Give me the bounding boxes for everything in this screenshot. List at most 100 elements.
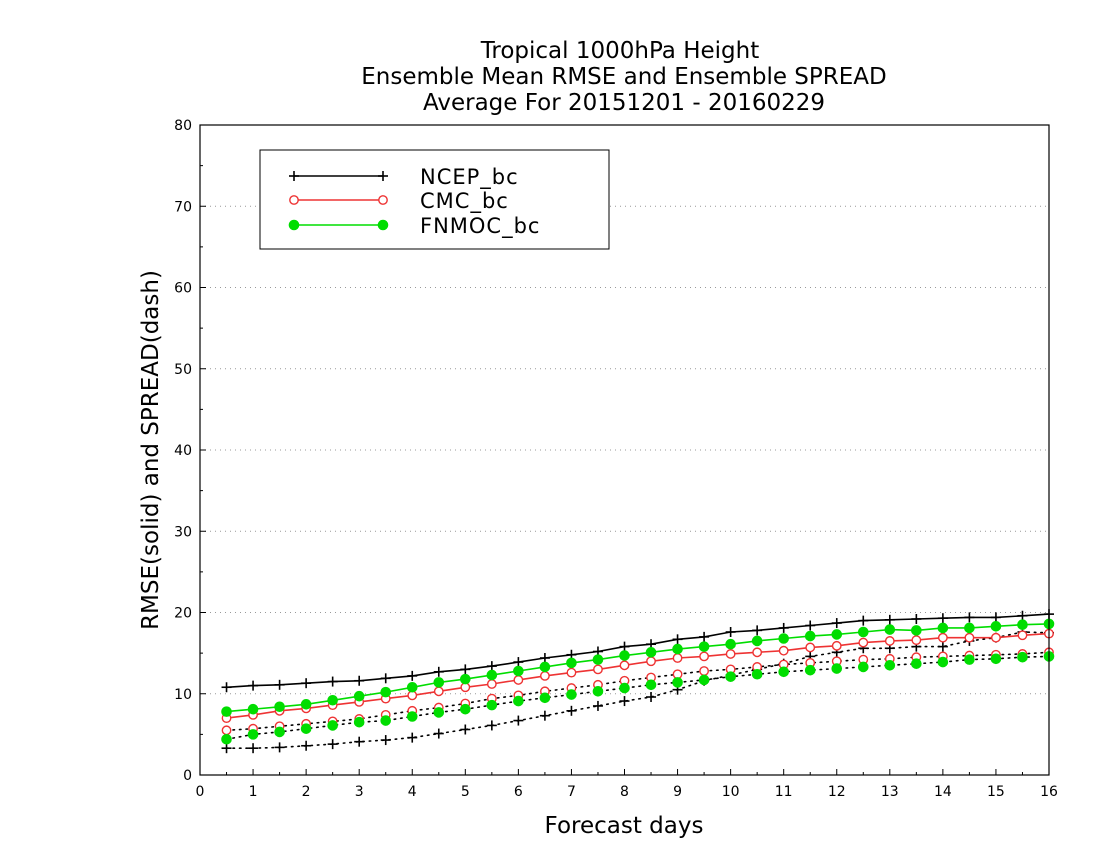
fnmoc-bc-spread-point	[592, 686, 604, 697]
fnmoc-bc-rmse-point	[804, 630, 816, 642]
ncep-bc-rmse-point	[380, 673, 391, 684]
y-tick-label: 60	[174, 281, 192, 297]
cmc-bc-rmse-point	[778, 645, 789, 656]
cmc-bc-rmse-point	[619, 660, 630, 671]
ncep-bc-rmse-point	[964, 612, 975, 623]
ncep-bc-rmse-point	[858, 615, 869, 626]
ncep-bc-rmse-point	[433, 666, 444, 677]
fnmoc-bc-rmse-point	[300, 699, 312, 710]
y-tick-label: 0	[183, 768, 192, 784]
x-axis-label: Forecast days	[545, 813, 704, 839]
cmc-bc-rmse-point	[540, 670, 550, 681]
ncep-bc-rmse-point	[672, 634, 683, 645]
legend-marker-fnmoc-bc	[377, 219, 389, 231]
fnmoc-bc-spread-point	[937, 656, 949, 668]
fnmoc-bc-rmse-point	[831, 629, 843, 640]
fnmoc-bc-spread-point	[884, 660, 896, 671]
x-tick-label: 8	[620, 784, 629, 800]
ncep-bc-spread-point	[592, 700, 603, 711]
fnmoc-bc-spread-point	[725, 671, 736, 682]
x-tick-label: 13	[881, 784, 899, 800]
fnmoc-bc-rmse-point	[911, 625, 922, 636]
fnmoc-bc-rmse-point	[698, 641, 710, 652]
fnmoc-bc-rmse-point	[990, 621, 1002, 632]
fnmoc-bc-spread-point	[221, 733, 232, 745]
ncep-bc-rmse-point	[778, 622, 789, 633]
x-axis-ticks: 0 1 2 3 4 5 6 7 8 9 10 11 12 13 14 15 16	[196, 769, 1058, 800]
x-tick-label: 4	[408, 784, 417, 800]
ncep-bc-rmse-point	[248, 680, 259, 691]
fnmoc-bc-spread-point	[247, 729, 259, 740]
cmc-bc-rmse-point	[566, 667, 577, 678]
cmc-bc-spread-point	[221, 725, 232, 736]
fnmoc-bc-spread-point	[486, 699, 498, 711]
fnmoc-bc-rmse-point	[460, 673, 471, 685]
ncep-bc-rmse-point	[407, 670, 418, 681]
ncep-bc-rmse-point	[1017, 610, 1028, 621]
fnmoc-bc-rmse-point	[937, 622, 949, 634]
x-tick-label: 3	[355, 784, 364, 800]
fnmoc-bc-spread-point	[698, 674, 710, 686]
title-line-1: Tropical 1000hPa Height	[480, 38, 760, 64]
legend-label-fnmoc: FNMOC_bc	[420, 214, 540, 239]
ncep-bc-rmse-point	[937, 613, 948, 624]
ncep-bc-rmse-point	[327, 676, 338, 687]
fnmoc-bc-spread-point	[513, 695, 524, 707]
fnmoc-bc-spread-point	[1017, 651, 1028, 663]
cmc-bc-rmse-point	[672, 653, 683, 663]
fnmoc-bc-spread-point	[751, 668, 763, 680]
fnmoc-bc-rmse-point	[274, 701, 285, 713]
fnmoc-bc-spread-point	[539, 692, 551, 704]
cmc-bc-rmse-point	[858, 637, 869, 648]
legend-marker-cmc-bc	[289, 195, 299, 205]
gridlines	[200, 205, 1049, 695]
ncep-bc-rmse-point	[221, 682, 232, 693]
y-axis-label: RMSE(solid) and SPREAD(dash)	[138, 270, 164, 630]
x-tick-label: 14	[934, 784, 952, 800]
y-tick-label: 40	[174, 443, 192, 459]
fnmoc-bc-spread-point	[645, 679, 657, 691]
cmc-bc-rmse-point	[725, 649, 736, 659]
fnmoc-bc-spread-point	[964, 654, 975, 665]
ncep-bc-spread-point	[221, 743, 232, 754]
fnmoc-bc-spread-point	[619, 682, 630, 694]
ncep-bc-spread-point	[566, 705, 577, 716]
ncep-bc-rmse-point	[539, 653, 550, 663]
ncep-bc-rmse-point	[911, 614, 922, 624]
fnmoc-bc-spread-point	[433, 707, 445, 718]
fnmoc-bc-rmse-point	[645, 647, 657, 658]
ncep-bc-spread-point	[513, 715, 524, 726]
ncep-bc-spread-point	[433, 728, 444, 739]
x-tick-label: 7	[567, 784, 576, 800]
fnmoc-bc-spread-point	[406, 711, 418, 722]
fnmoc-bc-rmse-point	[964, 622, 975, 634]
y-tick-label: 30	[174, 524, 192, 540]
cmc-bc-rmse-point	[1017, 630, 1028, 641]
ncep-bc-rmse-point	[990, 612, 1001, 623]
fnmoc-bc-rmse-line	[226, 623, 1050, 713]
plot-series	[221, 609, 1055, 754]
x-tick-label: 2	[302, 784, 311, 800]
ncep-bc-spread-point	[380, 735, 391, 746]
cmc-bc-rmse-point	[937, 632, 948, 643]
y-tick-label: 10	[174, 687, 192, 703]
ncep-bc-spread-point	[248, 743, 259, 754]
fnmoc-bc-rmse-point	[486, 669, 498, 681]
ncep-bc-rmse-point	[752, 625, 763, 636]
x-tick-label: 15	[987, 784, 1005, 800]
fnmoc-bc-rmse-point	[592, 654, 604, 665]
cmc-bc-rmse-point	[646, 656, 656, 667]
y-tick-label: 20	[174, 606, 192, 622]
ncep-bc-rmse-point	[486, 661, 497, 672]
cmc-bc-rmse-point	[486, 679, 497, 689]
cmc-bc-rmse-point	[699, 651, 709, 662]
ncep-bc-spread-point	[937, 641, 948, 652]
x-tick-label: 0	[196, 784, 205, 800]
y-tick-label: 70	[174, 199, 192, 215]
legend-label-cmc: CMC_bc	[420, 189, 509, 214]
ncep-bc-rmse-point	[354, 675, 365, 686]
cmc-bc-rmse-point	[805, 642, 816, 653]
ncep-bc-rmse-point	[884, 614, 895, 625]
fnmoc-bc-spread-point	[380, 715, 392, 726]
